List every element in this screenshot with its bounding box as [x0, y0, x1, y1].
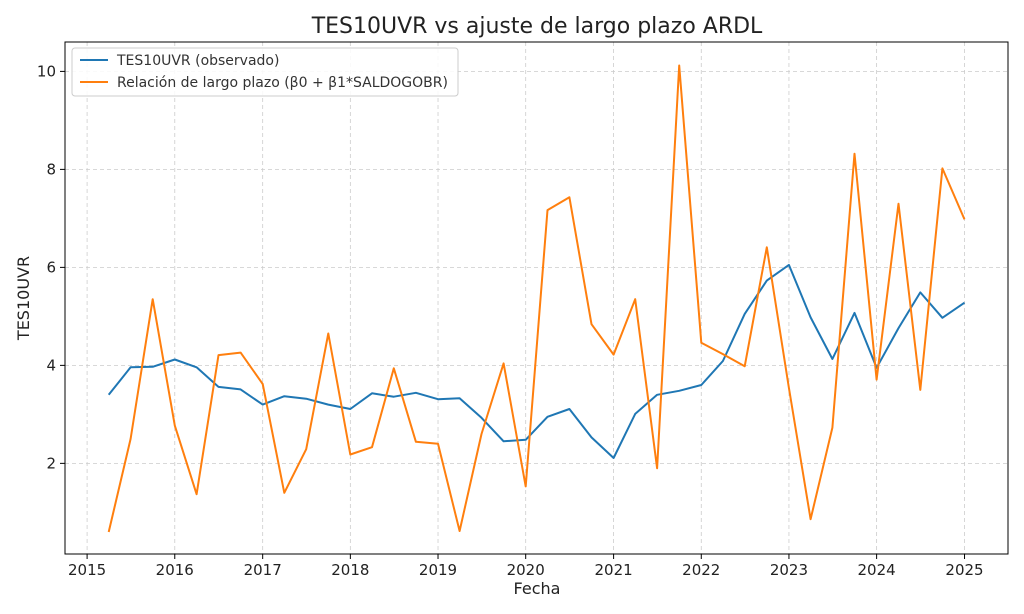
y-axis: 2 4 6 8 10	[37, 62, 65, 472]
series-line-long-run	[107, 64, 966, 533]
legend-label-long-run: Relación de largo plazo (β0 + β1*SALDOGO…	[117, 75, 448, 91]
y-axis-label: TES10UVR	[14, 256, 33, 341]
y-tick-label: 2	[46, 454, 56, 472]
x-tick-label: 2020	[507, 561, 545, 579]
series-line-observed	[107, 263, 966, 459]
x-tick-label: 2015	[68, 561, 106, 579]
x-tick-label: 2018	[331, 561, 369, 579]
series-layer	[107, 64, 966, 533]
x-tick-label: 2024	[858, 561, 896, 579]
x-tick-label: 2025	[945, 561, 983, 579]
x-tick-label: 2016	[156, 561, 194, 579]
x-tick-label: 2021	[595, 561, 633, 579]
x-axis-label: Fecha	[514, 579, 561, 598]
legend-box	[71, 47, 459, 97]
grid	[65, 42, 1008, 554]
chart-title: TES10UVR vs ajuste de largo plazo ARDL	[311, 14, 763, 39]
y-tick-label: 6	[46, 258, 56, 276]
x-tick-label: 2023	[770, 561, 808, 579]
x-tick-label: 2022	[682, 561, 720, 579]
y-tick-label: 10	[37, 62, 56, 80]
y-tick-label: 4	[46, 356, 56, 374]
y-tick-label: 8	[46, 160, 56, 178]
x-axis: 2015 2016 2017 2018 2019 2020 2021 2022 2023 2024…	[68, 554, 984, 579]
x-tick-label: 2019	[419, 561, 457, 579]
legend: TES10UVR (observado) Relación de largo p…	[71, 47, 459, 97]
plot-area-frame	[64, 41, 1009, 555]
x-tick-label: 2017	[244, 561, 282, 579]
legend-label-observed: TES10UVR (observado)	[116, 53, 279, 69]
